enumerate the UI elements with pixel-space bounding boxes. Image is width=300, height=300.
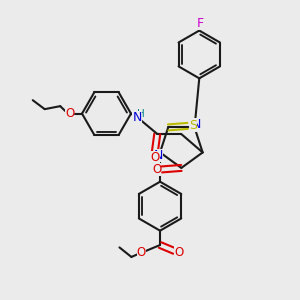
Text: O: O bbox=[174, 246, 184, 259]
Text: O: O bbox=[65, 107, 74, 120]
Text: O: O bbox=[136, 246, 146, 259]
Text: O: O bbox=[152, 163, 161, 176]
Text: N: N bbox=[192, 118, 201, 131]
Text: S: S bbox=[189, 119, 197, 132]
Text: H: H bbox=[137, 109, 144, 119]
Text: N: N bbox=[154, 149, 163, 162]
Text: O: O bbox=[150, 151, 160, 164]
Text: F: F bbox=[196, 17, 203, 31]
Text: N: N bbox=[132, 111, 142, 124]
